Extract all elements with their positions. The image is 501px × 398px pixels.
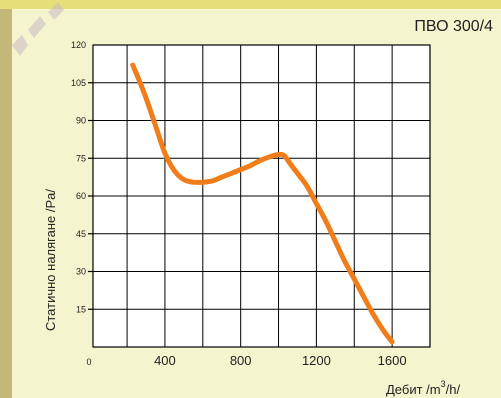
top-decor-strip	[0, 0, 501, 9]
x-tick-label: 1200	[302, 353, 331, 368]
left-decor-strip	[0, 0, 12, 398]
y-tick-label: 75	[76, 153, 86, 163]
y-tick-label: 60	[76, 191, 86, 201]
watermark	[12, 2, 64, 56]
x-tick-label: 1600	[378, 353, 407, 368]
y-tick-label: 45	[76, 229, 86, 239]
y-tick-label: 90	[76, 116, 86, 126]
y-tick-label: 15	[76, 304, 86, 314]
y-axis-label: Статично налягане /Pa/	[43, 189, 58, 331]
y-tick-label: 30	[76, 267, 86, 277]
x-axis-label-suffix: /h/	[446, 382, 461, 397]
x-tick-label: 0	[86, 357, 91, 367]
x-axis-label: Дебит /m3/h/	[386, 379, 460, 397]
x-tick-label: 800	[230, 353, 252, 368]
series-layer	[130, 62, 395, 345]
series-line	[130, 62, 395, 345]
x-axis-label-prefix: Дебит /m	[386, 382, 441, 397]
chart-title: ПВО 300/4	[414, 18, 493, 35]
grid	[93, 45, 430, 347]
x-tick-label: 400	[154, 353, 176, 368]
x-axis-label-sup: 3	[441, 379, 446, 389]
y-tick-label: 120	[71, 40, 86, 50]
y-tick-label: 105	[71, 78, 86, 88]
